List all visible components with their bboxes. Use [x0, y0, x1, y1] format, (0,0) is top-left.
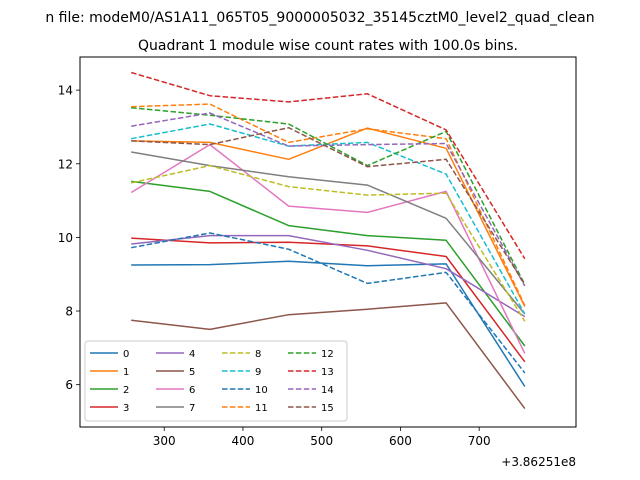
legend-label-5: 5 — [189, 367, 195, 378]
series-line-6 — [130, 143, 526, 354]
legend-label-7: 7 — [189, 403, 195, 414]
series-line-5 — [131, 302, 526, 410]
legend-label-3: 3 — [123, 403, 129, 414]
series-line-7 — [131, 151, 526, 315]
y-tick-label: 8 — [65, 305, 73, 319]
chart-title: Quadrant 1 module wise count rates with … — [138, 38, 518, 54]
legend-label-10: 10 — [255, 385, 268, 396]
series-line-2 — [131, 180, 526, 347]
y-tick-label: 14 — [58, 84, 73, 98]
legend-label-12: 12 — [321, 349, 334, 360]
legend-label-9: 9 — [255, 367, 261, 378]
legend-label-14: 14 — [321, 385, 334, 396]
series-line-12 — [131, 107, 526, 285]
y-tick-label: 6 — [65, 378, 73, 392]
series-line-4 — [131, 234, 526, 318]
y-axis: 6 8 10 12 14 — [58, 84, 80, 392]
x-tick-label: 300 — [153, 434, 176, 448]
series-line-15 — [131, 126, 526, 285]
series-line-3 — [131, 237, 526, 363]
x-tick-label: 400 — [232, 434, 255, 448]
x-tick-label: 500 — [310, 434, 333, 448]
legend-label-6: 6 — [189, 385, 195, 396]
legend-label-1: 1 — [123, 367, 129, 378]
legend-label-11: 11 — [255, 403, 268, 414]
y-tick-label: 10 — [58, 231, 73, 245]
legend-label-2: 2 — [123, 385, 129, 396]
series-line-13 — [130, 71, 526, 260]
x-tick-label: 600 — [389, 434, 412, 448]
legend-label-15: 15 — [321, 403, 334, 414]
y-tick-label: 12 — [58, 157, 73, 171]
series-line-8 — [131, 164, 526, 322]
figure-suptitle: n file: modeM0/AS1A11_065T05_9000005032_… — [45, 10, 594, 26]
legend-label-13: 13 — [321, 367, 334, 378]
x-tick-label: 700 — [468, 434, 491, 448]
series-line-0 — [131, 260, 526, 387]
series-layer — [130, 71, 526, 410]
x-axis: 300 400 500 600 700 — [153, 427, 491, 448]
legend-label-4: 4 — [189, 349, 195, 360]
series-line-10 — [131, 232, 526, 374]
series-line-14 — [131, 112, 526, 287]
x-axis-offset-label: +3.86251e8 — [501, 455, 576, 469]
legend-label-8: 8 — [255, 349, 261, 360]
plot-frame — [79, 56, 577, 428]
legend-box — [84, 340, 348, 422]
legend-label-0: 0 — [123, 349, 129, 360]
